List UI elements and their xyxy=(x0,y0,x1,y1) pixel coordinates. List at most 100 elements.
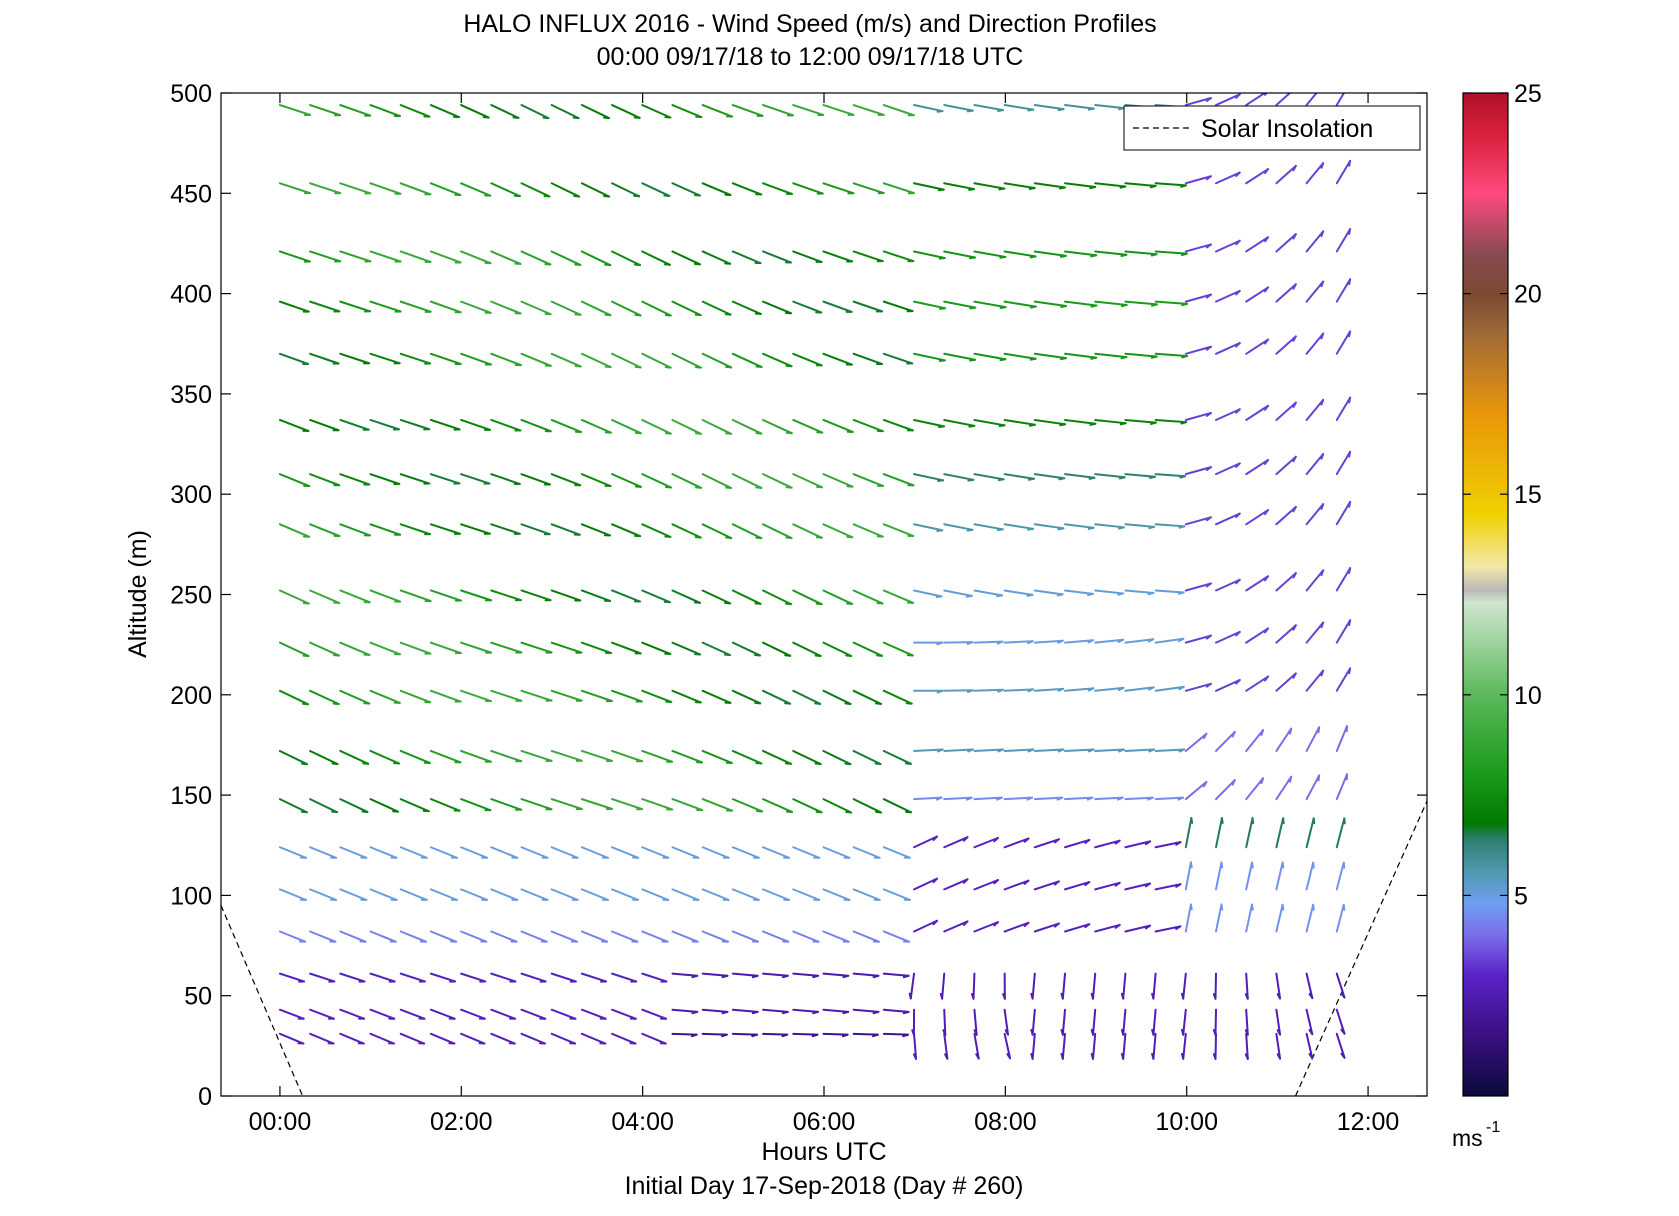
wind-barb xyxy=(1154,352,1188,359)
wind-barb xyxy=(1181,972,1187,1000)
wind-barb-shaft xyxy=(943,352,977,361)
wind-barb-shaft xyxy=(429,798,461,812)
wind-barb-shaft xyxy=(1184,861,1192,891)
wind-barb xyxy=(671,182,701,197)
wind-barb-shaft xyxy=(943,104,974,112)
wind-barb-head xyxy=(1205,345,1212,351)
wind-barb xyxy=(580,523,611,537)
wind-barb xyxy=(1214,779,1236,801)
wind-barb-head xyxy=(1180,184,1187,188)
wind-barb-head xyxy=(1281,903,1285,911)
wind-barb-shaft xyxy=(1094,523,1125,529)
wind-barb-shaft xyxy=(1245,509,1270,526)
wind-barb xyxy=(520,972,547,983)
wind-barb xyxy=(369,523,402,536)
wind-barb xyxy=(309,182,342,195)
wind-barb-shaft xyxy=(973,300,1007,309)
wind-barb-shaft xyxy=(943,748,974,752)
wind-barb-head xyxy=(936,529,944,532)
wind-barb-shaft xyxy=(1275,727,1293,752)
wind-barb-shaft xyxy=(731,182,763,196)
wind-barb-shaft xyxy=(1184,293,1212,303)
wind-barb-shaft xyxy=(339,182,372,195)
solar-insolation-line xyxy=(221,905,304,1096)
wind-barb-shaft xyxy=(1092,1008,1097,1036)
wind-barb-head xyxy=(755,536,763,540)
wind-barb xyxy=(1003,104,1035,112)
wind-barb-shaft xyxy=(460,473,491,485)
wind-barb-shaft xyxy=(278,641,310,658)
wind-barb xyxy=(1212,972,1217,1000)
wind-barb xyxy=(460,523,491,535)
wind-barb-shaft xyxy=(339,1008,366,1020)
wind-barb-head xyxy=(969,306,977,310)
wind-barb xyxy=(792,104,825,117)
wind-barb-shaft xyxy=(460,972,487,983)
wind-barb-head xyxy=(331,810,339,814)
wind-barb-shaft xyxy=(731,641,761,657)
wind-barb xyxy=(550,473,582,487)
wind-barb-shaft xyxy=(309,749,339,766)
wind-barb-shaft xyxy=(1094,418,1127,425)
wind-barb-shaft xyxy=(641,972,668,983)
wind-barb xyxy=(339,250,372,263)
wind-barb xyxy=(973,104,1004,112)
wind-barb xyxy=(399,182,432,196)
wind-barb xyxy=(882,182,915,195)
wind-barb xyxy=(973,352,1007,362)
wind-barb-shaft xyxy=(429,250,462,264)
wind-barb-shaft xyxy=(399,972,426,983)
wind-barb xyxy=(939,972,946,1000)
wind-barb-shaft xyxy=(1305,817,1315,849)
wind-barb xyxy=(339,1008,366,1020)
wind-barb-head xyxy=(872,974,880,979)
wind-barb xyxy=(942,1008,947,1036)
colorbar-unit-exponent: -1 xyxy=(1486,1119,1500,1136)
wind-barb-shaft xyxy=(943,523,974,531)
wind-barb xyxy=(671,798,704,812)
wind-barb-head xyxy=(1120,1053,1125,1060)
wind-barb xyxy=(671,418,702,435)
wind-barb xyxy=(792,749,822,766)
wind-barb-head xyxy=(842,1010,850,1015)
wind-barb-shaft xyxy=(550,888,579,901)
wind-barb xyxy=(580,182,611,198)
wind-barb xyxy=(641,182,671,197)
wind-barb xyxy=(641,250,671,266)
wind-barb xyxy=(973,640,1004,645)
wind-barb xyxy=(520,1032,546,1045)
wind-barb-head xyxy=(1292,164,1297,172)
wind-barb xyxy=(943,878,969,891)
wind-barb-shaft xyxy=(580,930,609,943)
wind-barb xyxy=(1275,775,1293,801)
wind-barb-shaft xyxy=(973,1008,978,1036)
wind-barb-shaft xyxy=(943,796,973,801)
wind-barb-shaft xyxy=(1003,104,1035,111)
wind-barb xyxy=(1033,639,1064,644)
wind-barb-shaft xyxy=(1033,418,1067,426)
wind-barb-head xyxy=(1178,685,1185,691)
wind-barb xyxy=(490,749,523,763)
wind-barb-shaft xyxy=(762,300,792,315)
wind-barb-head xyxy=(1348,228,1352,235)
wind-barb-head xyxy=(1090,1053,1095,1060)
wind-barb-shaft xyxy=(309,473,341,487)
wind-barb-head xyxy=(721,1010,729,1015)
wind-barb-shaft xyxy=(1275,1032,1282,1060)
wind-barb-shaft xyxy=(822,473,854,488)
wind-barb-head xyxy=(1260,729,1265,736)
wind-barb-shaft xyxy=(671,182,701,197)
wind-barb-head xyxy=(902,1010,910,1015)
wind-barb xyxy=(852,1032,879,1038)
wind-barb-head xyxy=(784,654,792,657)
wind-barb-shaft xyxy=(520,352,552,367)
y-tick-label: 150 xyxy=(170,782,212,810)
wind-barb-shaft xyxy=(490,641,523,654)
wind-barb xyxy=(339,972,366,983)
wind-barb-shaft xyxy=(460,250,492,265)
wind-barb-shaft xyxy=(1094,839,1121,849)
wind-barb xyxy=(1244,1008,1249,1036)
wind-barb xyxy=(1305,1008,1314,1036)
y-tick-label: 400 xyxy=(170,281,212,309)
wind-barb-shaft xyxy=(339,846,368,859)
